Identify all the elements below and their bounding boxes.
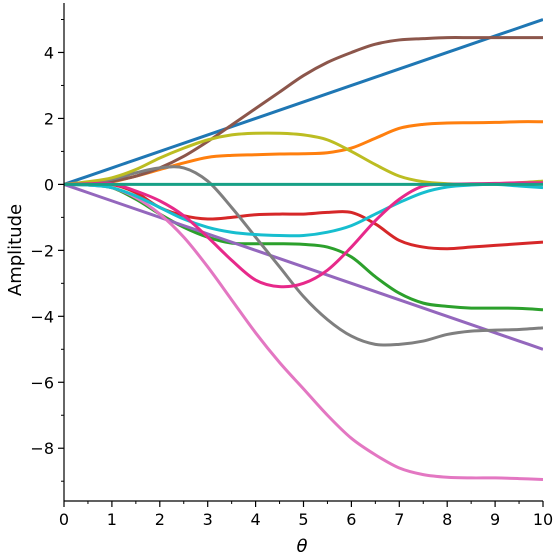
y-tick-label: 0: [44, 175, 54, 194]
y-tick-label: −8: [30, 439, 54, 458]
y-tick-label: 2: [44, 109, 54, 128]
ticks-layer: 0 1 2 3 4 5 6 7 8 9 10 −8 −6 −4 −2 0 2 4: [30, 18, 553, 529]
x-tick-label: 6: [346, 510, 356, 529]
x-tick-label: 9: [490, 510, 500, 529]
axes-layer: [63, 3, 543, 502]
x-tick-label: 3: [203, 510, 213, 529]
series-line-1: [64, 18, 543, 186]
x-tick-label: 1: [107, 510, 117, 529]
x-tick-label: 8: [442, 510, 452, 529]
series-line-8: [64, 165, 543, 347]
x-tick-label: 0: [59, 510, 69, 529]
x-tick-label: 2: [155, 510, 165, 529]
series-line-6: [64, 36, 543, 186]
x-tick-label: 10: [533, 510, 553, 529]
series-line-7: [64, 182, 543, 482]
series-line-4: [64, 182, 543, 251]
x-tick-label: 5: [298, 510, 308, 529]
series-line-5: [64, 182, 543, 351]
y-axis-label: Amplitude: [5, 204, 26, 296]
y-tick-label: −2: [30, 241, 54, 260]
x-axis-label: θ: [296, 536, 307, 557]
x-tick-label: 7: [394, 510, 404, 529]
y-tick-label: −6: [30, 373, 54, 392]
y-tick-label: 4: [44, 43, 54, 62]
series-layer: [64, 18, 543, 482]
x-tick-label: 4: [251, 510, 261, 529]
y-tick-label: −4: [30, 307, 54, 326]
